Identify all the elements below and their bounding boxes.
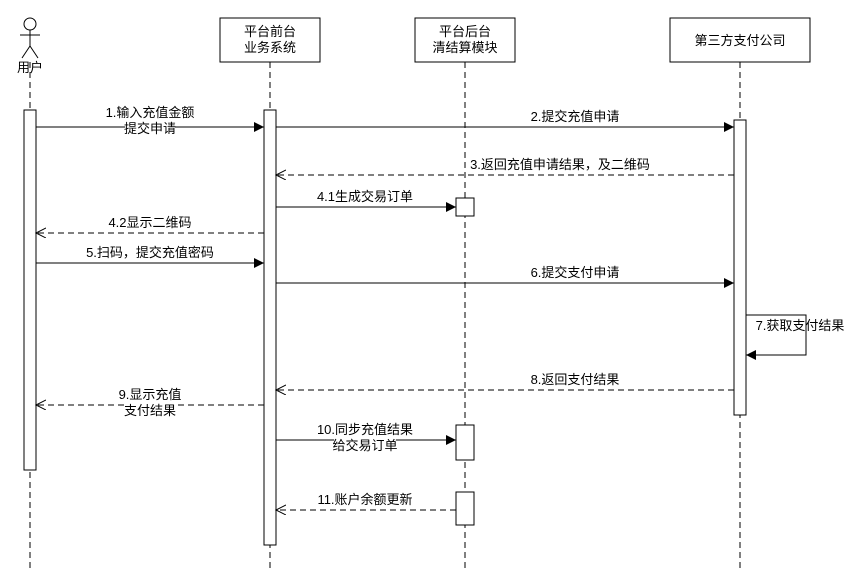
activation-front-1	[264, 110, 276, 545]
message-label-5-0: 5.扫码，提交充值密码	[86, 245, 214, 260]
self-message-label: 7.获取支付结果	[756, 318, 845, 333]
message-label-9-1: 给交易订单	[332, 438, 397, 453]
object-label1-front: 平台前台	[244, 24, 296, 39]
message-label-8-0: 9.显示充值	[119, 387, 182, 402]
message-label-0-1: 提交申请	[124, 121, 176, 136]
message-label-1-0: 2.提交充值申请	[531, 109, 620, 124]
activation-third-2	[734, 120, 746, 415]
message-label-2-0: 3.返回充值申请结果，及二维码	[470, 157, 650, 172]
message-label-9-0: 10.同步充值结果	[317, 422, 413, 437]
message-label-3-0: 4.1生成交易订单	[317, 189, 413, 204]
message-label-0-0: 1.输入充值金额	[106, 105, 195, 120]
activation-back-3	[456, 198, 474, 216]
message-label-7-0: 8.返回支付结果	[531, 372, 620, 387]
message-label-6-0: 6.提交支付申请	[531, 265, 620, 280]
object-label2-back: 清结算模块	[432, 40, 497, 55]
message-label-8-1: 支付结果	[124, 403, 176, 418]
object-label2-front: 业务系统	[244, 40, 296, 55]
object-label1-back: 平台后台	[439, 24, 491, 39]
message-label-10-0: 11.账户余额更新	[317, 492, 412, 507]
actor-label-user: 用户	[17, 60, 43, 75]
activation-back-4	[456, 425, 474, 460]
object-label-third: 第三方支付公司	[694, 33, 785, 48]
activation-user-0	[24, 110, 36, 470]
activation-back-5	[456, 492, 474, 525]
message-label-4-0: 4.2显示二维码	[108, 215, 191, 230]
